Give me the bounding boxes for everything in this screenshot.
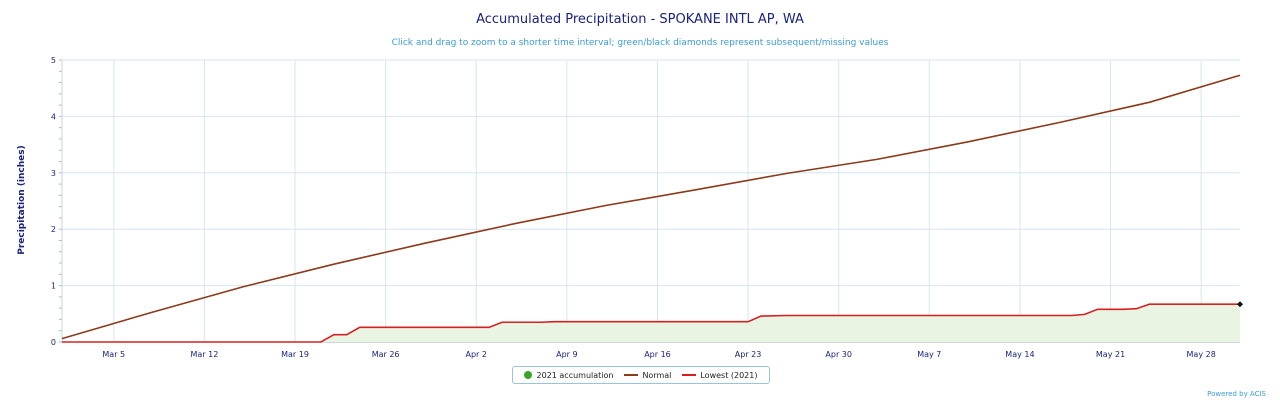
y-tick-label: 3 <box>51 169 56 178</box>
x-tick-label: Apr 16 <box>644 350 671 359</box>
y-tick-label: 1 <box>51 282 56 291</box>
accumulation-dot-icon <box>524 371 533 379</box>
series-line-normal <box>61 74 1241 340</box>
legend: 2021 accumulation Normal Lowest (2021) <box>512 366 770 384</box>
chart-subtitle: Click and drag to zoom to a shorter time… <box>391 38 889 48</box>
normal-line-icon <box>624 374 639 376</box>
x-tick-label: May 7 <box>917 350 941 359</box>
x-tick-label: Apr 30 <box>825 350 852 359</box>
y-tick-label: 4 <box>51 112 56 121</box>
legend-label-lowest: Lowest (2021) <box>700 370 758 380</box>
x-tick-label: Apr 9 <box>556 350 577 359</box>
x-tick-label: May 28 <box>1187 350 1216 359</box>
x-tick-label: Mar 5 <box>102 350 125 359</box>
y-tick-label: 0 <box>51 338 56 347</box>
x-tick-label: Apr 2 <box>465 350 486 359</box>
credits-link[interactable]: Powered by ACIS <box>1207 390 1266 398</box>
series-line-lowest <box>62 303 1240 343</box>
legend-label-accumulation: 2021 accumulation <box>536 370 614 380</box>
legend-item-accumulation[interactable]: 2021 accumulation <box>524 371 613 380</box>
y-tick-label: 2 <box>51 225 56 234</box>
legend-item-normal[interactable]: Normal <box>624 371 671 380</box>
x-tick-label: Apr 23 <box>735 350 762 359</box>
lowest-line-icon <box>682 374 697 376</box>
end-diamond-marker <box>1237 301 1243 308</box>
y-tick-label: 5 <box>51 56 56 65</box>
legend-item-lowest[interactable]: Lowest (2021) <box>682 371 757 380</box>
x-tick-label: May 21 <box>1096 350 1125 359</box>
legend-label-normal: Normal <box>642 370 672 380</box>
x-tick-label: May 14 <box>1005 350 1034 359</box>
chart-title: Accumulated Precipitation - SPOKANE INTL… <box>476 12 804 27</box>
x-tick-label: Mar 26 <box>372 350 400 359</box>
x-tick-label: Mar 19 <box>281 350 309 359</box>
x-tick-label: Mar 12 <box>190 350 218 359</box>
accumulation-fill-area <box>62 304 1240 342</box>
